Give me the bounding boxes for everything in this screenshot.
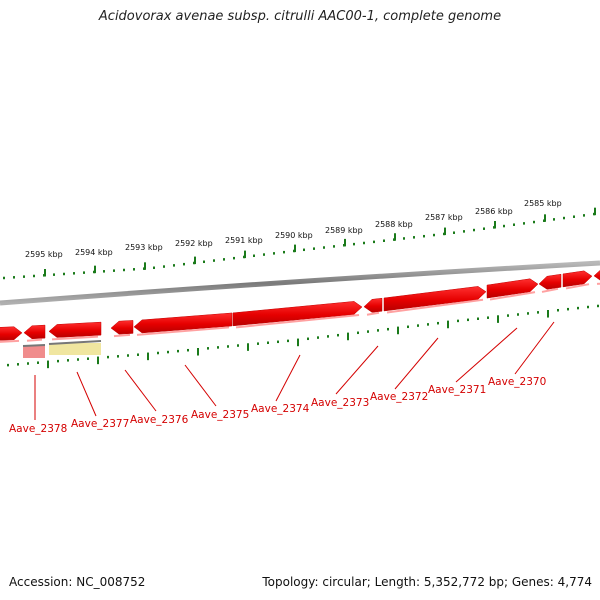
gene-shadow [235,313,360,329]
kbp-label: 2587 kbp [425,213,463,222]
gene-label: Aave_2374 [251,403,310,415]
gene-label: Aave_2377 [71,418,129,430]
gene-label: Aave_2370 [488,376,546,388]
gene-arrow [593,270,600,281]
label-leader [275,354,301,402]
gene-label: Aave_2373 [311,397,369,409]
kbp-scale-labels: 2595 kbp 2594 kbp 2593 kbp 2592 kbp 2591 kbp… [25,199,562,259]
gene-shadow [541,287,559,293]
feature-edge [48,340,102,345]
kbp-label: 2594 kbp [75,248,113,257]
gene-shadow [489,291,536,301]
gene-arrow [232,301,363,327]
gene-label: Aave_2376 [130,414,189,426]
gene-arrow [562,270,593,288]
feature-box [49,343,101,355]
gene-shadow [113,333,131,338]
label-leader [76,371,97,417]
genome-backbone [0,260,600,306]
topology-text: Topology: circular; Length: 5,352,772 bp… [262,575,592,589]
gene-shadow [386,298,484,314]
label-leader [514,321,555,375]
gene-shadow [136,326,230,336]
gene-label: Aave_2378 [9,423,67,435]
outer-scale-ticks [3,207,596,280]
feature-edge [22,344,46,347]
gene-labels: Aave_2378 Aave_2377 Aave_2376 Aave_2375 Aave… [9,376,546,435]
gene-track [0,270,600,343]
kbp-label: 2592 kbp [175,239,213,248]
gene-label: Aave_2375 [191,409,249,421]
gene-arrow [486,278,539,299]
label-leader [455,327,518,383]
kbp-label: 2588 kbp [375,220,413,229]
gene-arrow [0,326,23,341]
kbp-label: 2593 kbp [125,243,163,252]
kbp-label: 2595 kbp [25,250,63,259]
gene-arrow [133,312,233,334]
gene-shadow [26,338,43,342]
inner-scale-ticks [7,304,599,369]
gene-label: Aave_2371 [428,384,486,396]
gene-label: Aave_2372 [370,391,428,403]
kbp-label: 2585 kbp [524,199,562,208]
gene-arrow [23,324,46,340]
gene-shadow [0,339,20,343]
feature-track [22,340,102,358]
gene-shadow [565,283,590,290]
kbp-label: 2590 kbp [275,231,313,240]
gene-shadow [366,311,380,316]
label-leader [335,345,379,395]
accession-text: Accession: NC_008752 [9,575,146,589]
label-leader [394,337,439,390]
kbp-label: 2589 kbp [325,226,363,235]
gene-arrow [363,297,383,313]
gene-shadow [51,335,99,341]
gene-arrow [383,286,487,312]
map-title: Acidovorax avenae subsp. citrulli AAC00-… [98,9,502,24]
gene-arrow [110,320,134,335]
gene-arrow [538,273,562,290]
kbp-label: 2586 kbp [475,207,513,216]
label-leader [184,364,217,407]
kbp-label: 2591 kbp [225,236,263,245]
feature-box [23,346,45,358]
gene-label-leaders [34,321,555,420]
label-leader [124,369,157,412]
gene-arrow [48,321,102,338]
